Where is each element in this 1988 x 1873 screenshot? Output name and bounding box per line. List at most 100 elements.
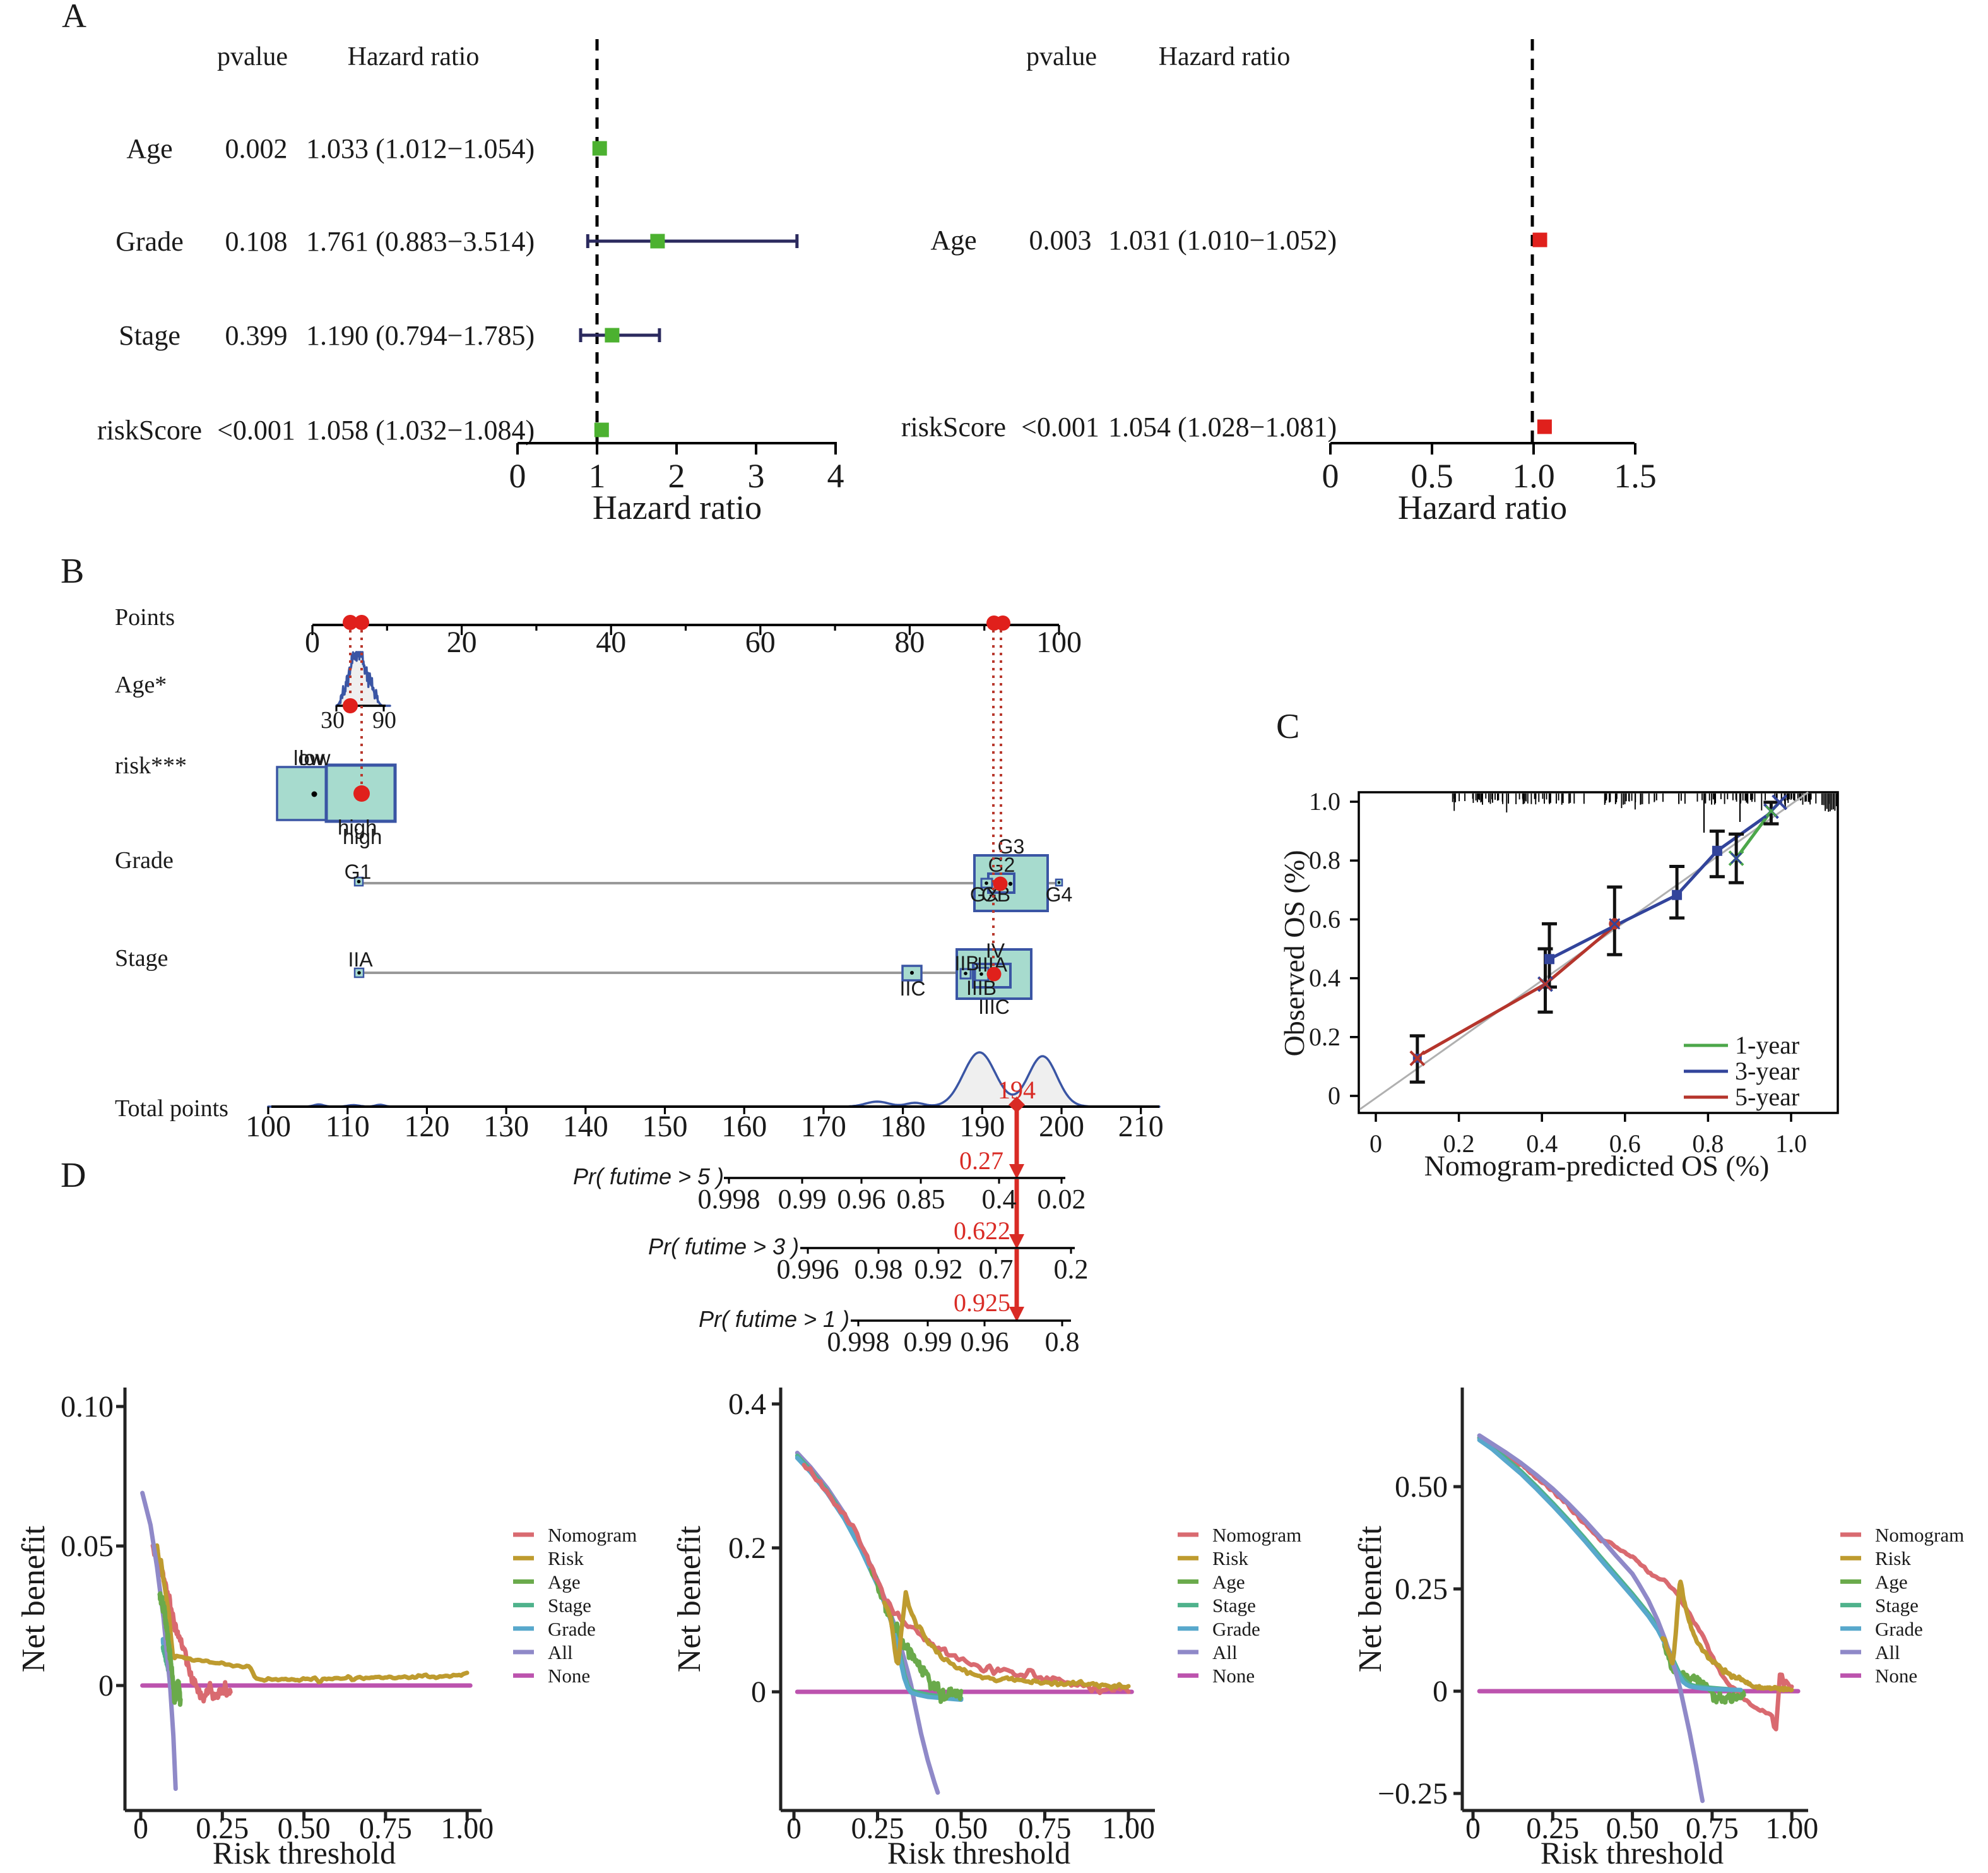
svg-text:0.6: 0.6 [1609, 1129, 1641, 1158]
svg-text:140: 140 [563, 1110, 608, 1143]
svg-text:D: D [61, 1156, 86, 1195]
svg-text:0: 0 [1370, 1129, 1382, 1158]
svg-text:All: All [1875, 1641, 1900, 1663]
svg-text:0.2: 0.2 [1054, 1254, 1089, 1285]
svg-text:<0.001: <0.001 [217, 415, 295, 446]
svg-text:Nomogram: Nomogram [548, 1524, 637, 1546]
svg-text:0.5: 0.5 [1411, 457, 1453, 495]
svg-text:0.99: 0.99 [778, 1184, 827, 1215]
svg-text:0.05: 0.05 [61, 1530, 114, 1563]
svg-text:Hazard ratio: Hazard ratio [348, 42, 480, 71]
svg-text:0.2: 0.2 [728, 1531, 766, 1565]
svg-text:1.0: 1.0 [1775, 1129, 1807, 1158]
svg-text:0.002: 0.002 [225, 133, 288, 164]
svg-text:0.25: 0.25 [1526, 1812, 1579, 1845]
svg-text:risk***: risk*** [115, 752, 187, 779]
svg-text:Observed OS (%): Observed OS (%) [1278, 850, 1310, 1056]
svg-text:100: 100 [246, 1110, 291, 1143]
svg-text:1.00: 1.00 [1102, 1812, 1155, 1845]
svg-text:Hazard ratio: Hazard ratio [593, 489, 762, 526]
svg-text:1.031 (1.010−1.052): 1.031 (1.010−1.052) [1108, 225, 1337, 256]
svg-text:Hazard ratio: Hazard ratio [1398, 489, 1567, 526]
svg-text:Hazard ratio: Hazard ratio [1159, 42, 1291, 71]
svg-text:Grade: Grade [548, 1618, 596, 1640]
svg-text:Risk: Risk [1212, 1547, 1248, 1569]
svg-text:Total points: Total points [115, 1095, 228, 1122]
svg-text:200: 200 [1039, 1110, 1084, 1143]
svg-text:0: 0 [1328, 1081, 1340, 1110]
svg-text:0.4: 0.4 [982, 1184, 1017, 1215]
svg-text:All: All [1212, 1641, 1238, 1663]
svg-text:0.75: 0.75 [1019, 1812, 1072, 1845]
svg-text:Stage: Stage [1212, 1595, 1256, 1617]
svg-text:None: None [1875, 1665, 1917, 1687]
svg-text:5-year: 5-year [1735, 1083, 1799, 1111]
svg-text:1.033 (1.012−1.054): 1.033 (1.012−1.054) [306, 133, 535, 164]
svg-text:0.25: 0.25 [1395, 1573, 1448, 1606]
svg-text:2: 2 [668, 457, 685, 495]
svg-text:Grade: Grade [115, 847, 174, 874]
svg-text:0.8: 0.8 [1045, 1326, 1080, 1357]
svg-text:low: low [293, 746, 325, 770]
svg-text:IV: IV [986, 939, 1005, 962]
svg-text:Net benefit: Net benefit [1352, 1525, 1388, 1672]
svg-text:0.998: 0.998 [698, 1184, 760, 1215]
svg-text:Nomogram: Nomogram [1212, 1524, 1301, 1546]
svg-text:Pr( futime > 1 ): Pr( futime > 1 ) [699, 1306, 849, 1332]
svg-text:Stage: Stage [1875, 1595, 1919, 1617]
svg-text:None: None [548, 1665, 590, 1687]
svg-text:Risk threshold: Risk threshold [887, 1835, 1070, 1870]
svg-text:Risk: Risk [548, 1547, 584, 1569]
svg-text:Nomogram-predicted OS (%): Nomogram-predicted OS (%) [1424, 1150, 1770, 1182]
svg-text:<0.001: <0.001 [1021, 412, 1099, 443]
svg-text:Grade: Grade [1212, 1618, 1260, 1640]
svg-text:IIA: IIA [348, 948, 373, 971]
svg-text:Age: Age [126, 133, 172, 164]
svg-text:3: 3 [748, 457, 765, 495]
svg-text:Age: Age [1212, 1571, 1245, 1593]
svg-text:pvalue: pvalue [217, 42, 288, 71]
svg-text:Pr( futime > 5 ): Pr( futime > 5 ) [573, 1163, 724, 1189]
svg-text:Stage: Stage [548, 1595, 591, 1617]
svg-text:0.25: 0.25 [851, 1812, 904, 1845]
svg-text:0.8: 0.8 [1309, 846, 1340, 874]
svg-text:low: low [299, 746, 331, 770]
svg-text:1.0: 1.0 [1512, 457, 1555, 495]
svg-text:Age*: Age* [115, 672, 167, 698]
svg-text:0.85: 0.85 [897, 1184, 945, 1215]
svg-text:Grade: Grade [1875, 1618, 1923, 1640]
svg-text:180: 180 [880, 1110, 926, 1143]
svg-text:0.399: 0.399 [225, 320, 288, 351]
svg-text:0.75: 0.75 [1686, 1812, 1739, 1845]
svg-text:0: 0 [305, 626, 320, 659]
svg-text:Grade: Grade [115, 226, 184, 257]
svg-text:Risk threshold: Risk threshold [1541, 1835, 1724, 1870]
svg-text:0.6: 0.6 [1309, 905, 1340, 933]
svg-text:0.622: 0.622 [954, 1216, 1010, 1245]
svg-text:1-year: 1-year [1735, 1031, 1799, 1059]
svg-text:20: 20 [447, 626, 477, 659]
svg-text:100: 100 [1036, 626, 1082, 659]
svg-text:90: 90 [372, 707, 396, 734]
svg-text:0.8: 0.8 [1692, 1129, 1724, 1158]
svg-text:80: 80 [894, 626, 925, 659]
svg-text:G4: G4 [1046, 883, 1073, 906]
svg-text:3-year: 3-year [1735, 1057, 1799, 1085]
svg-text:1.00: 1.00 [441, 1812, 494, 1845]
svg-text:IIB: IIB [954, 952, 979, 975]
svg-text:60: 60 [745, 626, 776, 659]
svg-text:Net benefit: Net benefit [16, 1525, 52, 1672]
svg-text:1.00: 1.00 [1765, 1812, 1818, 1845]
svg-text:0.998: 0.998 [827, 1326, 890, 1357]
svg-text:0.99: 0.99 [904, 1326, 952, 1357]
svg-text:110: 110 [326, 1110, 370, 1143]
svg-text:0: 0 [1433, 1675, 1448, 1708]
svg-text:0: 0 [786, 1812, 802, 1845]
svg-text:Risk: Risk [1875, 1547, 1911, 1569]
svg-text:Stage: Stage [115, 945, 168, 972]
svg-text:0: 0 [1465, 1812, 1481, 1845]
svg-text:0.50: 0.50 [1606, 1812, 1659, 1845]
svg-text:150: 150 [642, 1110, 688, 1143]
svg-text:4: 4 [827, 457, 844, 495]
svg-text:0.2: 0.2 [1443, 1129, 1475, 1158]
